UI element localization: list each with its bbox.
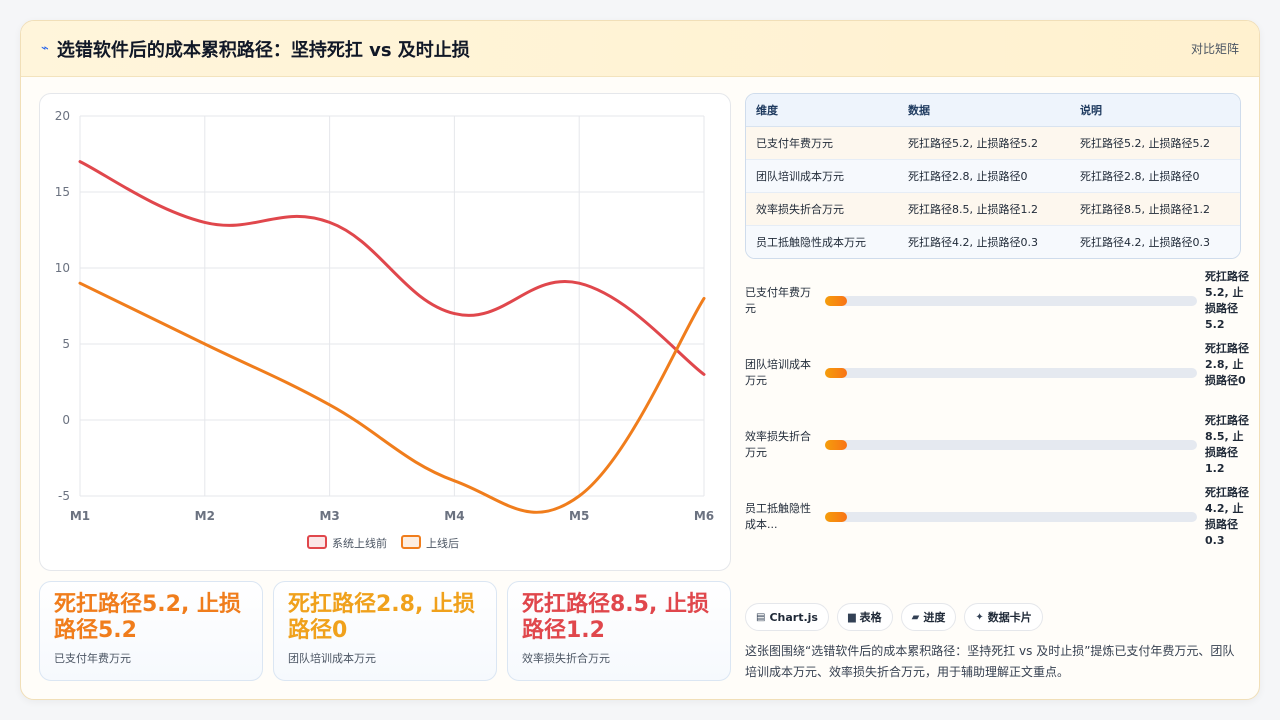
chart-description: 这张图围绕“选错软件后的成本累积路径：坚持死扛 vs 及时止损”提炼已支付年费万… [745, 644, 1235, 679]
tag-chip-list: ▤ Chart.js ▆ 表格 ▰ 进度 ✦ 数据卡片 [745, 603, 1043, 631]
column-header: 说明 [1070, 94, 1240, 127]
table-cell: 死扛路径5.2, 止损路径5.2 [1070, 126, 1240, 160]
table-cell: 死扛路径2.8, 止损路径0 [898, 159, 1070, 193]
x-tick-label: M1 [70, 509, 90, 523]
x-tick-label: M4 [444, 509, 464, 523]
y-tick-label: 0 [62, 413, 70, 427]
progress-fill [825, 512, 848, 522]
progress-label: 已支付年费万元 [745, 286, 811, 315]
table-cell: 团队培训成本万元 [746, 159, 898, 193]
kpi-label: 团队培训成本万元 [288, 652, 376, 665]
progress-row-training-cost: 团队培训成本万元 死扛路径2.8, 止损路径0 [745, 342, 1249, 407]
kpi-card-efficiency-loss: 死扛路径8.5, 止损路径1.2 效率损失折合万元 [507, 581, 731, 681]
chip-label: 进度 [923, 611, 946, 624]
sparkle-icon: ✦ [975, 611, 984, 623]
progress-value: 死扛路径5.2, 止损路径5.2 [1205, 270, 1249, 331]
kpi-card-training-cost: 死扛路径2.8, 止损路径0 团队培训成本万元 [273, 581, 497, 681]
legend-label: 系统上线前 [332, 536, 387, 550]
table-row: 效率损失折合万元 死扛路径8.5, 止损路径1.2 死扛路径8.5, 止损路径1… [746, 192, 1240, 226]
kpi-card-annual-fee: 死扛路径5.2, 止损路径5.2 已支付年费万元 [39, 581, 263, 681]
progress-fill [825, 368, 848, 378]
table-cell: 已支付年费万元 [746, 126, 898, 160]
table-header-row: 维度 数据 说明 [746, 94, 1240, 127]
table-cell: 死扛路径4.2, 止损路径0.3 [1070, 225, 1240, 258]
table-cell: 死扛路径2.8, 止损路径0 [1070, 159, 1240, 193]
chart-icon: ▤ [756, 611, 766, 623]
blue-ribbon-icon: ⌁ [41, 41, 49, 56]
legend-swatch [401, 535, 421, 549]
chip-label: Chart.js [769, 610, 818, 624]
y-tick-label: -5 [58, 489, 70, 503]
table-row: 团队培训成本万元 死扛路径2.8, 止损路径0 死扛路径2.8, 止损路径0 [746, 159, 1240, 193]
x-tick-label: M3 [319, 509, 339, 523]
kpi-value: 死扛路径8.5, 止损路径1.2 [522, 592, 709, 643]
dashboard-frame: ⌁ 选错软件后的成本累积路径：坚持死扛 vs 及时止损 对比矩阵 20 15 10 5… [20, 20, 1260, 700]
progress-row-employee-resistance: 员工抵触隐性成本... 死扛路径4.2, 止损路径0.3 [745, 486, 1249, 551]
kpi-value: 死扛路径5.2, 止损路径5.2 [54, 592, 241, 643]
table-row: 已支付年费万元 死扛路径5.2, 止损路径5.2 死扛路径5.2, 止损路径5.… [746, 126, 1240, 160]
progress-track [825, 440, 1197, 450]
progress-value: 死扛路径8.5, 止损路径1.2 [1205, 414, 1249, 475]
chip-progress[interactable]: ▰ 进度 [900, 603, 957, 631]
table-cell: 员工抵触隐性成本万元 [746, 225, 898, 258]
chip-label: 数据卡片 [987, 611, 1032, 624]
header-bar: ⌁ 选错软件后的成本累积路径：坚持死扛 vs 及时止损 对比矩阵 [21, 21, 1259, 77]
y-tick-label: 20 [55, 109, 70, 123]
progress-value: 死扛路径4.2, 止损路径0.3 [1205, 486, 1249, 547]
table-cell: 死扛路径8.5, 止损路径1.2 [1070, 192, 1240, 226]
progress-row-annual-fee: 已支付年费万元 死扛路径5.2, 止损路径5.2 [745, 270, 1249, 335]
legend-swatch [307, 535, 327, 549]
progress-fill [825, 296, 848, 306]
chip-label: 表格 [859, 611, 882, 624]
table-cell: 死扛路径5.2, 止损路径5.2 [898, 126, 1070, 160]
comparison-table-card: 维度 数据 说明 已支付年费万元 死扛路径5.2, 止损路径5.2 死扛路径5.… [745, 93, 1241, 259]
line-chart-card: 20 15 10 5 0 -5 M1 M2 M3 M4 M5 M6 系统上线前 上线后 [39, 93, 731, 571]
legend-label: 上线后 [426, 536, 459, 550]
kpi-label: 效率损失折合万元 [522, 652, 610, 665]
column-header: 维度 [746, 94, 898, 127]
progress-track [825, 368, 1197, 378]
progress-icon: ▰ [911, 611, 920, 623]
page-title: 选错软件后的成本累积路径：坚持死扛 vs 及时止损 [56, 39, 470, 61]
y-tick-label: 10 [55, 261, 70, 275]
line-chart: 20 15 10 5 0 -5M1 M2 M3 M4 M5 M6 系统上线前 上线后 [55, 109, 714, 550]
x-tick-label: M2 [195, 509, 215, 523]
chip-data-card[interactable]: ✦ 数据卡片 [964, 603, 1043, 631]
y-tick-label: 15 [55, 185, 70, 199]
table-icon: ▆ [847, 611, 856, 623]
comparison-table: 维度 数据 说明 已支付年费万元 死扛路径5.2, 止损路径5.2 死扛路径5.… [746, 94, 1240, 258]
progress-fill [825, 440, 848, 450]
chip-chartjs[interactable]: ▤ Chart.js [745, 603, 829, 631]
column-header: 数据 [898, 94, 1070, 127]
progress-track [825, 512, 1197, 522]
progress-track [825, 296, 1197, 306]
x-tick-label: M6 [694, 509, 714, 523]
chip-table[interactable]: ▆ 表格 [836, 603, 893, 631]
kpi-label: 已支付年费万元 [54, 652, 131, 665]
table-cell: 死扛路径4.2, 止损路径0.3 [898, 225, 1070, 258]
progress-label: 效率损失折合万元 [745, 430, 811, 459]
progress-label: 员工抵触隐性成本... [745, 502, 811, 531]
view-mode-label: 对比矩阵 [1190, 42, 1239, 56]
table-cell: 死扛路径8.5, 止损路径1.2 [898, 192, 1070, 226]
series-line-2 [78, 281, 706, 514]
series-line-1 [78, 160, 706, 376]
progress-label: 团队培训成本万元 [745, 358, 811, 387]
kpi-value: 死扛路径2.8, 止损路径0 [288, 592, 475, 643]
table-row: 员工抵触隐性成本万元 死扛路径4.2, 止损路径0.3 死扛路径4.2, 止损路… [746, 225, 1240, 258]
progress-row-efficiency-loss: 效率损失折合万元 死扛路径8.5, 止损路径1.2 [745, 414, 1249, 479]
x-tick-label: M5 [569, 509, 589, 523]
progress-value: 死扛路径2.8, 止损路径0 [1205, 342, 1249, 387]
table-cell: 效率损失折合万元 [746, 192, 898, 226]
y-tick-label: 5 [62, 337, 70, 351]
